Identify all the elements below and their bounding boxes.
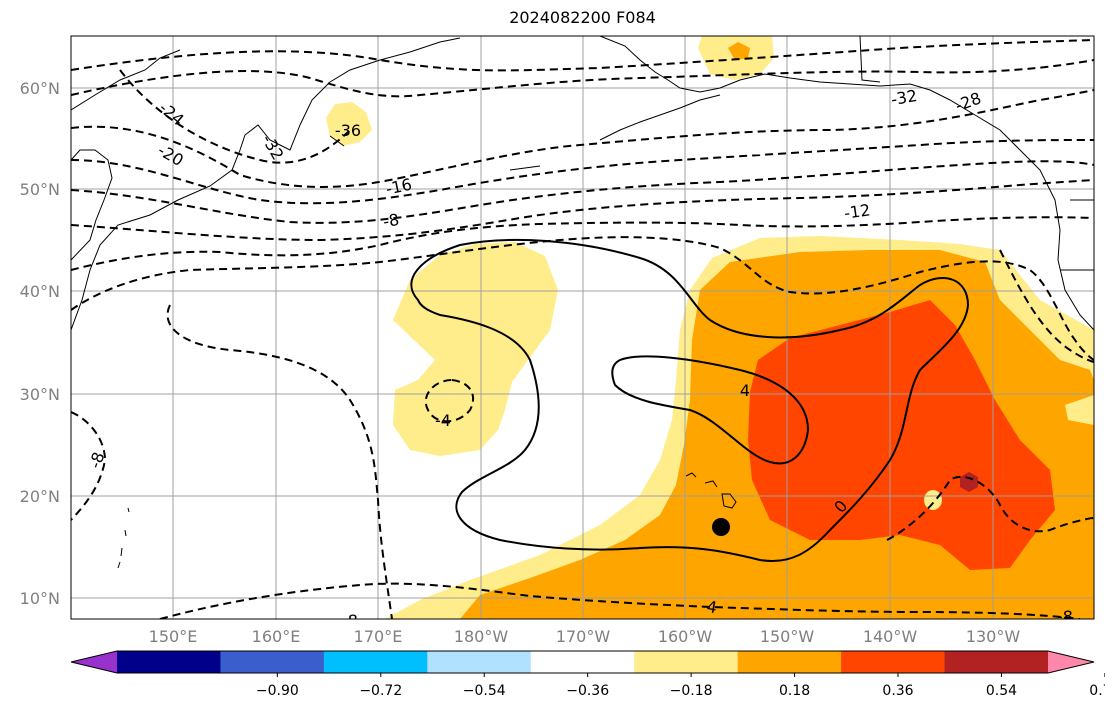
colorbar-tick-label: −0.36	[566, 683, 609, 699]
lon-label: 150°W	[760, 627, 815, 646]
colorbar-box	[117, 651, 221, 673]
plot-frame	[70, 35, 1095, 620]
colorbar-tick-label: 0.54	[986, 683, 1017, 699]
contour-label: -8	[85, 449, 108, 470]
contour-label: -4	[699, 596, 718, 617]
lon-label: 170°E	[354, 627, 403, 646]
latitude-labels: 60°N 50°N 40°N 30°N 20°N 10°N	[20, 79, 60, 608]
colorbar-tick-label: 0.36	[882, 683, 913, 699]
storm-center-dot	[712, 518, 730, 536]
lon-label: 130°W	[966, 627, 1021, 646]
colorbar-box	[220, 651, 325, 673]
lat-label: 30°N	[20, 385, 60, 404]
contour-label: -8	[382, 210, 401, 231]
lat-label: 40°N	[20, 282, 60, 301]
shade-white-ne	[1065, 395, 1094, 425]
contour-label: -32	[890, 86, 919, 109]
longitude-labels: 150°E 160°E 170°E 180°W 170°W 160°W 150°…	[149, 627, 1021, 646]
colorbar-box	[530, 651, 635, 673]
map-title: 2024082200 F084	[509, 8, 656, 27]
colorbar-tick-label: −0.72	[359, 683, 402, 699]
lat-label: 20°N	[20, 487, 60, 506]
lat-label: 60°N	[20, 79, 60, 98]
colorbar-box	[427, 651, 532, 673]
lon-label: 140°W	[863, 627, 918, 646]
colorbar-tick-label: 0.72	[1089, 683, 1105, 699]
lat-label: 10°N	[20, 589, 60, 608]
solid-contours	[410, 238, 970, 562]
contour-four	[611, 355, 810, 465]
contour-zero	[410, 238, 970, 562]
lon-label: 150°E	[149, 627, 198, 646]
colorbar-tick-label: −0.90	[256, 683, 299, 699]
dashed-contours	[71, 39, 1094, 619]
colorbar-box	[737, 651, 842, 673]
colorbar-extend-low	[71, 651, 117, 673]
colorbar-tick-label: 0.18	[779, 683, 810, 699]
gridlines	[71, 36, 1094, 619]
colorbar-box	[634, 651, 739, 673]
colorbar-outline	[70, 650, 1095, 674]
coastlines	[71, 36, 1094, 569]
contour-label: -4	[435, 411, 451, 430]
shade-yellow-west	[393, 242, 558, 456]
contour-label: -36	[335, 121, 361, 140]
lon-label: 160°E	[252, 627, 301, 646]
colorbar-box	[323, 651, 428, 673]
contour-label: -8	[1057, 607, 1073, 626]
lon-label: 170°W	[556, 627, 611, 646]
shade-yellow-spot	[924, 490, 942, 510]
contour-label: 4	[740, 381, 750, 400]
lon-label: 160°W	[658, 627, 713, 646]
shade-orange-small	[728, 42, 750, 60]
colorbar-box	[944, 651, 1049, 673]
contour-labels: -36 -32 -28 -24 -20 -16 -12 -8 -4 0 4 -4…	[85, 86, 1073, 630]
colorbar-box	[841, 651, 946, 673]
colorbar-tick-label: −0.54	[463, 683, 506, 699]
colorbar-extend-high	[1048, 651, 1094, 673]
colorbar: −0.90 −0.72 −0.54 −0.36 −0.18 0.18 0.36 0.54 0.7…	[70, 650, 1105, 699]
colorbar-tick-label: −0.18	[670, 683, 713, 699]
contour-label: -8	[342, 611, 358, 630]
lat-label: 50°N	[20, 180, 60, 199]
lon-label: 180°W	[454, 627, 509, 646]
shade-darkred-spot	[960, 472, 978, 492]
shade-yellow-kamchatka	[326, 102, 372, 146]
contour-label: -12	[843, 200, 872, 222]
